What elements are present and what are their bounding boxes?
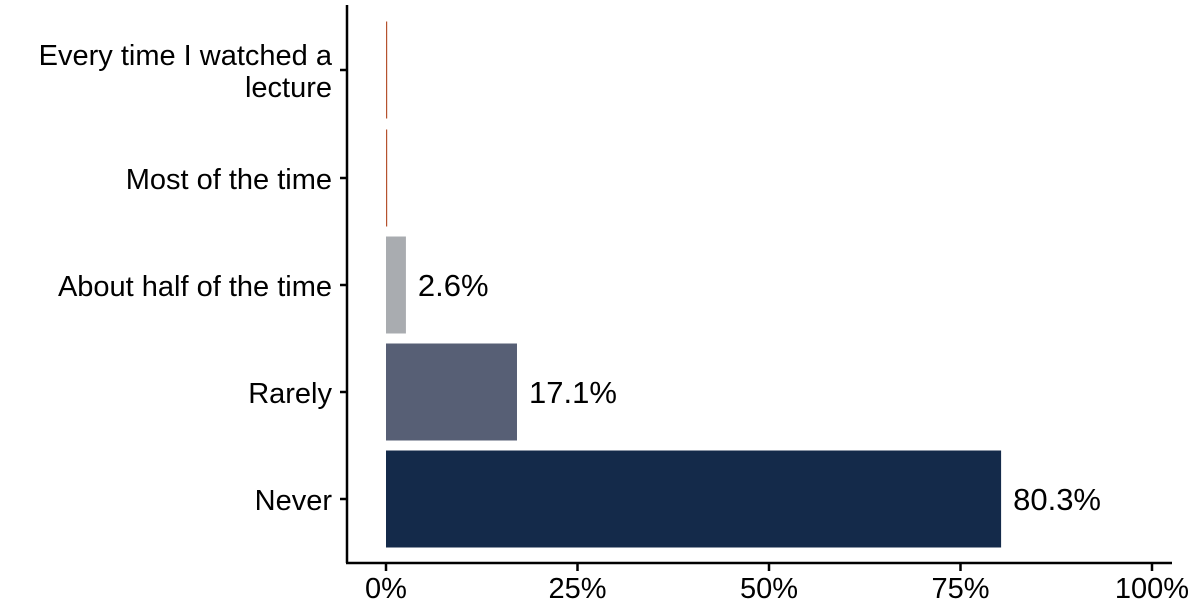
y-category-label-line: About half of the time (58, 271, 332, 303)
bar-never (386, 450, 1002, 548)
bar-every-time-i-watched-a-lecture (386, 21, 388, 119)
x-tick-label: 100% (1115, 573, 1189, 605)
bars-group (386, 21, 1002, 548)
y-category-label-every-time-i-watched-a-lecture: Every time I watched a lecture (39, 40, 333, 104)
x-tick-label: 75% (931, 573, 989, 605)
bar-about-half-of-the-time (386, 236, 406, 334)
data-label-never: 80.3% (1013, 482, 1101, 517)
y-category-label-line: lecture (245, 72, 332, 104)
x-tick-label: 25% (548, 573, 606, 605)
y-category-label-rarely: Rarely (248, 378, 332, 410)
bar-rarely (386, 343, 517, 441)
y-category-label-never: Never (255, 485, 333, 517)
y-category-label-about-half-of-the-time: About half of the time (58, 271, 332, 303)
y-category-label-line: Rarely (248, 378, 332, 410)
y-category-label-line: Most of the time (126, 164, 332, 196)
x-tick-label: 0% (365, 573, 407, 605)
data-label-about-half-of-the-time: 2.6% (418, 268, 489, 303)
data-labels-group: 2.6% 17.1% 80.3% (418, 268, 1101, 517)
y-category-label-line: Every time I watched a (39, 40, 333, 72)
y-category-label-line: Never (255, 485, 333, 517)
y-category-label-most-of-the-time: Most of the time (126, 164, 332, 196)
x-axis-tick-labels: 0% 25% 50% 75% 100% (365, 563, 1189, 605)
y-axis-category-labels: Every time I watched a lecture Most of the… (39, 40, 347, 517)
data-label-rarely: 17.1% (529, 375, 617, 410)
bar-most-of-the-time (386, 129, 388, 227)
x-tick-label: 50% (740, 573, 798, 605)
